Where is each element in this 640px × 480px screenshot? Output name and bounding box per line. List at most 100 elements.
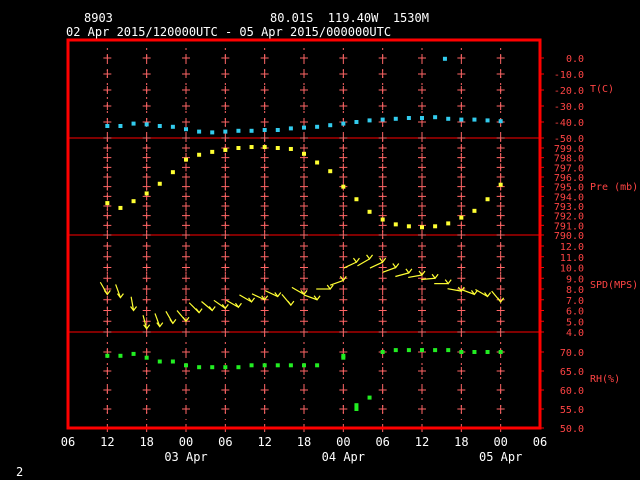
grid-cross xyxy=(378,144,387,152)
grid-cross xyxy=(418,405,426,413)
grid-cross xyxy=(221,231,230,239)
y-tick-label: -20.0 xyxy=(554,86,584,97)
grid-cross xyxy=(378,102,387,110)
grid-cross xyxy=(103,86,112,94)
grid-cross xyxy=(142,405,151,413)
pressure-point xyxy=(406,224,411,229)
grid-cross xyxy=(221,386,230,394)
wind-arrow xyxy=(408,274,423,279)
wind-arrow-head xyxy=(143,324,151,330)
grid-cross xyxy=(378,153,387,162)
y-tick-label: 9.0 xyxy=(566,274,584,285)
chart-marks xyxy=(99,56,505,411)
temperature-point xyxy=(328,123,333,128)
grid-cross xyxy=(378,367,387,375)
grid-cross xyxy=(260,211,269,220)
grid-cross xyxy=(221,173,230,181)
x-tick-label: 06 xyxy=(218,435,232,449)
pressure-point xyxy=(157,181,162,186)
grid-cross xyxy=(221,134,230,142)
grid-cross xyxy=(221,202,230,210)
grid-cross xyxy=(496,328,505,336)
grid-cross xyxy=(103,386,112,394)
pressure-point xyxy=(236,146,241,150)
wind-arrow xyxy=(369,261,383,269)
grid-cross xyxy=(182,54,190,62)
y-tick-label: 795.0 xyxy=(554,183,584,194)
grid-cross xyxy=(339,328,348,336)
grid-cross xyxy=(496,263,505,272)
grid-cross xyxy=(182,211,190,220)
grid-cross xyxy=(496,54,505,62)
grid-cross xyxy=(457,102,466,110)
pressure-point xyxy=(223,147,228,152)
grid-cross xyxy=(496,221,505,230)
pressure-point xyxy=(105,201,110,206)
grid-cross xyxy=(221,348,230,356)
grid-cross xyxy=(339,405,348,413)
grid-cross xyxy=(103,163,112,172)
grid-cross xyxy=(260,173,269,181)
relative-humidity-point xyxy=(105,353,110,358)
temperature-point xyxy=(144,122,149,127)
grid-cross xyxy=(418,134,426,142)
grid-cross xyxy=(418,144,426,152)
grid-cross xyxy=(142,182,151,191)
grid-cross xyxy=(378,295,387,304)
grid-cross xyxy=(182,274,190,283)
y-tick-label: 7.0 xyxy=(566,296,584,307)
x-tick-label: 06 xyxy=(61,435,75,449)
grid-cross xyxy=(496,386,505,394)
grid-cross xyxy=(142,211,151,220)
temperature-point xyxy=(498,119,503,124)
temperature-point xyxy=(459,117,464,122)
grid-cross xyxy=(142,202,151,210)
wind-arrow-head xyxy=(444,279,452,285)
wind-arrow xyxy=(395,272,410,278)
grid-cross xyxy=(182,86,190,94)
temperature-point xyxy=(393,116,398,121)
grid-cross xyxy=(300,54,308,62)
wind-arrow xyxy=(357,258,370,267)
grid-cross xyxy=(339,386,348,394)
grid-cross xyxy=(142,306,151,315)
pressure-point xyxy=(118,205,123,210)
grid-cross xyxy=(260,252,269,261)
pressure-point xyxy=(380,217,385,222)
grid-cross xyxy=(142,134,151,142)
grid-cross xyxy=(103,252,112,261)
relative-humidity-point xyxy=(302,363,306,368)
grid-cross xyxy=(103,274,112,283)
pressure-point xyxy=(315,160,320,165)
grid-cross xyxy=(142,348,151,356)
temperature-point xyxy=(118,124,123,128)
grid-cross xyxy=(339,153,348,162)
wind-arrow-head xyxy=(470,290,478,296)
y-tick-label: 799.0 xyxy=(554,144,584,155)
grid-cross xyxy=(103,263,112,272)
wind-arrow xyxy=(421,277,436,281)
wind-arrow xyxy=(154,313,161,327)
relative-humidity-point xyxy=(144,355,149,360)
grid-cross xyxy=(142,163,151,172)
grid-cross xyxy=(103,70,112,78)
y-axis-label: RH(%) xyxy=(590,374,620,385)
temperature-point xyxy=(210,130,215,135)
relative-humidity-point xyxy=(341,355,346,360)
relative-humidity-point xyxy=(498,350,503,354)
grid-cross xyxy=(260,367,269,375)
relative-humidity-point xyxy=(249,363,254,368)
grid-cross xyxy=(378,54,387,62)
grid-cross xyxy=(378,274,387,283)
wind-arrow-head xyxy=(431,273,439,280)
y-tick-label: 792.0 xyxy=(554,212,584,223)
wind-arrow-head xyxy=(418,270,426,277)
wind-arrow xyxy=(239,294,252,303)
wind-arrow-head xyxy=(130,306,138,312)
grid-cross xyxy=(496,163,505,172)
relative-humidity-point xyxy=(315,363,320,368)
y-tick-label: 790.0 xyxy=(554,231,584,242)
grid-cross xyxy=(496,252,505,261)
grid-cross xyxy=(260,386,269,394)
grid-cross xyxy=(339,231,348,239)
